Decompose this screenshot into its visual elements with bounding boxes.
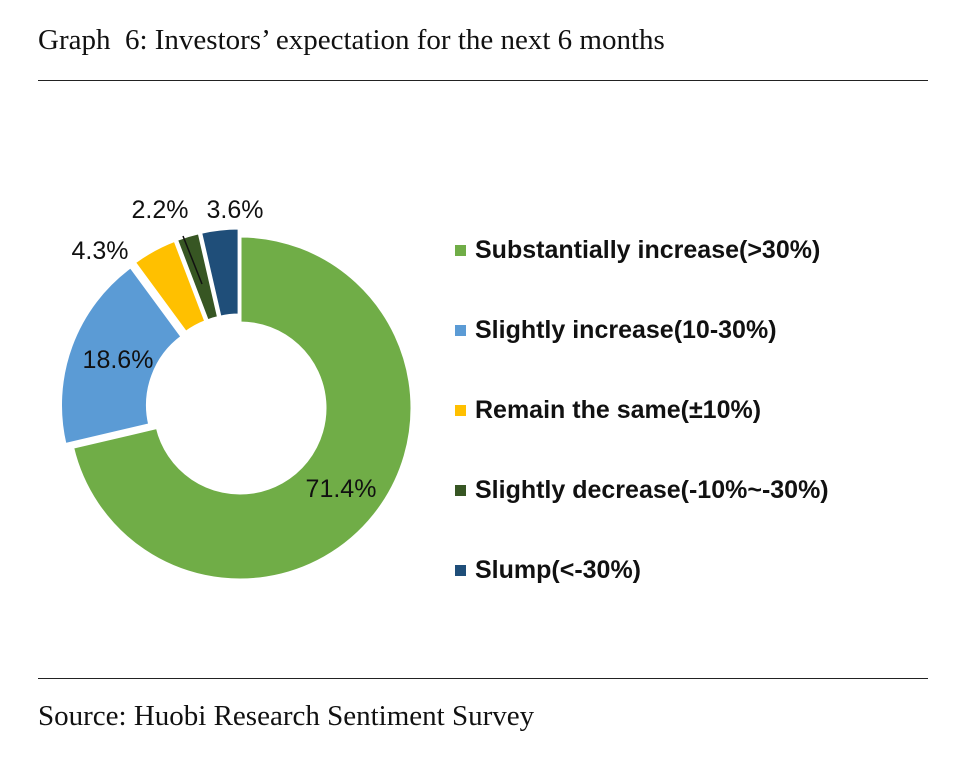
- slice-group: [59, 226, 414, 582]
- data-label-slump-30: 3.6%: [207, 196, 264, 224]
- legend-swatch: [455, 324, 466, 336]
- legend-item-substantially-increase-30: Substantially increase(>30%): [455, 210, 829, 290]
- data-label-slightly-decrease-10-30: 2.2%: [132, 196, 189, 224]
- legend-label: Slightly increase(10-30%): [475, 315, 777, 344]
- slice-slightly-increase-10-30: [59, 264, 185, 447]
- data-label-group: 71.4% 18.6% 4.3%2.2% 3.6%: [72, 196, 377, 503]
- legend-label: Substantially increase(>30%): [475, 235, 821, 264]
- legend-item-slightly-decrease-10-30: Slightly decrease(-10%~-30%): [455, 450, 829, 530]
- legend-swatch: [455, 564, 466, 576]
- legend-item-remain-the-same-10: Remain the same(±10%): [455, 370, 829, 450]
- legend-swatch: [455, 484, 466, 496]
- legend-item-slump-30: Slump(<-30%): [455, 530, 829, 610]
- legend-label: Slightly decrease(-10%~-30%): [475, 475, 829, 504]
- bottom-rule: [38, 678, 928, 679]
- legend-label: Slump(<-30%): [475, 555, 642, 584]
- slice-remain-the-same-10: [132, 238, 208, 335]
- data-label-remain-the-same-10: 4.3%: [72, 237, 129, 265]
- data-label-slightly-increase-10-30: 18.6%: [83, 346, 154, 374]
- legend-label: Remain the same(±10%): [475, 395, 762, 424]
- legend-item-slightly-increase-10-30: Slightly increase(10-30%): [455, 290, 829, 370]
- legend: Substantially increase(>30%) Slightly inc…: [455, 210, 829, 610]
- leader-lines: [182, 235, 203, 285]
- top-rule: [38, 80, 928, 81]
- leader-line-slightly-decrease-10-30: [182, 235, 203, 285]
- source-note: Source: Huobi Research Sentiment Survey: [38, 700, 535, 732]
- slice-slump-30: [198, 226, 241, 320]
- data-label-substantially-increase-30: 71.4%: [306, 475, 377, 503]
- legend-swatch: [455, 244, 466, 256]
- figure-title: Graph 6: Investors’ expectation for the …: [38, 24, 665, 56]
- slice-substantially-increase-30: [70, 234, 414, 582]
- legend-swatch: [455, 404, 466, 416]
